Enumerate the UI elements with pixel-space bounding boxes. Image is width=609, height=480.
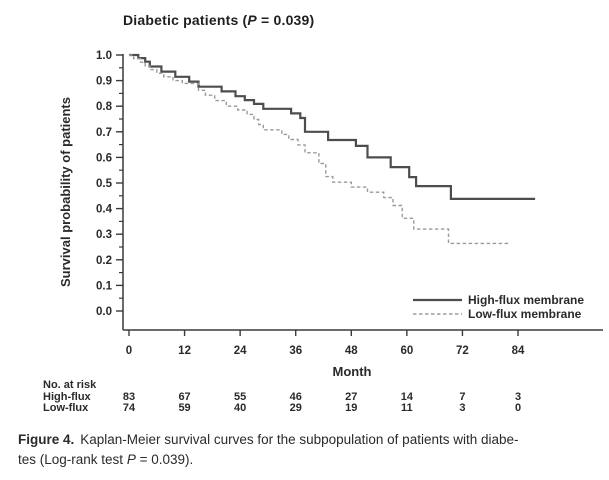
high-flux-curve [129,53,536,200]
at-risk-value: 74 [123,402,136,414]
x-tick-label: 84 [512,345,525,357]
y-tick-label: 0.3 [96,229,112,241]
x-tick-label: 60 [400,345,413,357]
at-risk-value: 27 [345,391,357,403]
y-tick-label: 0.9 [96,76,112,88]
legend-label-high-flux: High-flux membrane [468,293,584,307]
chart-title-prefix: Diabetic patients ( [123,12,248,28]
at-risk-value: 11 [401,402,413,414]
x-tick-label: 24 [234,345,247,357]
figure-caption-label: Figure 4. [18,432,75,447]
legend-label-low-flux: Low-flux membrane [468,307,582,321]
at-risk-value: 3 [515,391,521,403]
y-tick-label: 0.5 [96,178,113,190]
low-flux-curve [129,54,511,245]
figure-caption-p-symbol: P [126,452,136,467]
at-risk-row-label: Low-flux [43,402,89,414]
y-tick-label: 0.0 [96,306,112,318]
at-risk-value: 83 [123,391,135,403]
at-risk-value: 55 [234,391,246,403]
y-tick-label: 0.1 [96,280,113,292]
at-risk-value: 0 [515,402,521,414]
at-risk-value: 46 [290,391,302,403]
x-axis-title: Month [333,364,372,379]
figure-caption-line1: Kaplan-Meier survival curves for the sub… [80,432,519,447]
x-tick-label: 48 [345,345,358,357]
chart-title-p-symbol: P [247,12,257,28]
chart-title-suffix: = 0.039) [256,12,315,28]
figure-caption: Figure 4. Kaplan-Meier survival curves fo… [18,430,598,470]
y-tick-label: 0.2 [96,255,112,267]
at-risk-value: 67 [178,391,190,403]
at-risk-value: 40 [234,402,246,414]
y-tick-label: 0.4 [96,204,113,216]
figure-caption-line2-pre: tes (Log-rank test [18,452,127,467]
at-risk-value: 59 [178,402,190,414]
at-risk-value: 7 [459,391,465,403]
chart-title: Diabetic patients (P = 0.039) [123,12,314,28]
x-tick-label: 12 [178,345,191,357]
at-risk-value: 14 [401,391,414,403]
y-tick-label: 0.7 [96,127,112,139]
y-axis-title: Survival probability of patients [58,97,73,287]
x-tick-label: 72 [456,345,469,357]
figure-caption-line2-post: = 0.039). [135,452,194,467]
at-risk-value: 3 [459,402,465,414]
at-risk-header: No. at risk [43,379,97,391]
at-risk-value: 29 [290,402,302,414]
y-tick-label: 0.6 [96,152,112,164]
at-risk-value: 19 [345,402,357,414]
at-risk-row-label: High-flux [43,391,92,403]
kaplan-meier-plot: 1.00.90.80.70.60.50.40.30.20.10.00 12 24 36… [43,50,603,414]
x-tick-label: 0 [126,345,132,357]
x-tick-label: 36 [289,345,302,357]
y-tick-label: 1.0 [96,50,112,62]
y-tick-label: 0.8 [96,101,113,113]
